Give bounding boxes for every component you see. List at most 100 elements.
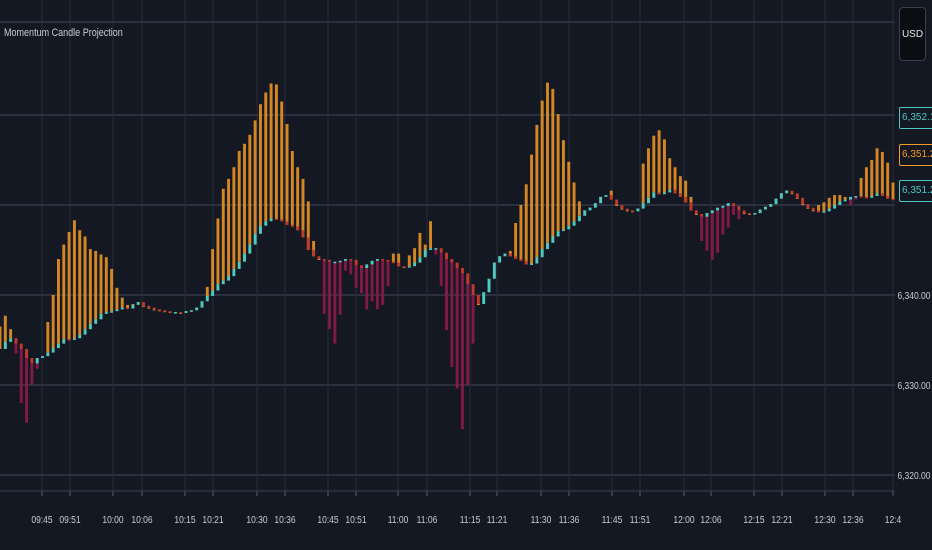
momentum-bar — [258, 104, 262, 226]
y-tick-label: 6,320.00 — [897, 470, 930, 481]
price-candle — [243, 253, 246, 262]
momentum-bar — [243, 143, 246, 254]
momentum-bar — [104, 257, 108, 313]
momentum-bar — [838, 195, 842, 202]
momentum-bar — [370, 260, 374, 302]
momentum-bar — [535, 124, 539, 258]
momentum-bar — [88, 249, 92, 324]
momentum-bar — [205, 286, 209, 296]
price-candle — [62, 339, 66, 344]
price-candle — [158, 309, 161, 311]
price-candle — [732, 203, 735, 206]
momentum-bar — [822, 202, 826, 212]
momentum-bar — [530, 154, 534, 264]
momentum-bar — [476, 304, 480, 305]
x-tick-label: 11:45 — [602, 514, 623, 525]
momentum-bar — [546, 82, 549, 243]
price-candle — [721, 205, 725, 208]
price-candle — [280, 219, 284, 222]
x-tick-label: 10:36 — [274, 514, 295, 525]
price-candle — [221, 280, 225, 285]
momentum-bar — [99, 254, 103, 314]
momentum-bar — [615, 205, 619, 206]
price-candle — [418, 257, 422, 263]
momentum-bar — [375, 259, 379, 310]
momentum-bar — [9, 329, 13, 339]
momentum-bar — [434, 248, 438, 255]
momentum-bar — [322, 259, 326, 314]
price-candle — [854, 196, 858, 198]
price-candle — [662, 192, 666, 195]
price-candle — [673, 189, 677, 194]
x-tick-label: 12:4 — [885, 514, 902, 525]
momentum-bar — [668, 158, 672, 190]
momentum-bar — [359, 268, 363, 294]
price-candle — [312, 250, 316, 257]
momentum-bar — [466, 284, 470, 385]
momentum-bar — [716, 207, 720, 253]
price-candle — [763, 206, 767, 210]
price-candle — [88, 323, 92, 330]
price-candle — [19, 343, 23, 349]
price-candle — [46, 352, 50, 357]
price-candle — [737, 205, 741, 211]
price-candle — [668, 189, 672, 193]
momentum-bar — [397, 253, 401, 267]
momentum-bar — [237, 151, 241, 262]
price-candle — [402, 266, 406, 268]
momentum-bar — [519, 205, 523, 261]
indicator-title: Momentum Candle Projection — [4, 27, 123, 39]
price-candle — [365, 264, 369, 268]
price-candle — [179, 312, 183, 314]
price-candle — [689, 202, 693, 211]
price-candle — [726, 203, 730, 206]
momentum-bar — [742, 213, 746, 215]
momentum-bar — [514, 223, 518, 259]
price-candle — [774, 198, 778, 205]
price-candle — [173, 312, 177, 314]
currency-button[interactable]: USD — [899, 7, 926, 61]
x-tick-label: 12:06 — [700, 514, 721, 525]
x-tick-label: 10:06 — [131, 514, 152, 525]
momentum-bar — [700, 216, 704, 241]
momentum-bar — [737, 210, 741, 220]
momentum-bar — [110, 268, 114, 312]
x-tick-label: 11:06 — [417, 514, 438, 525]
price-candle — [817, 210, 821, 213]
price-candle — [434, 248, 438, 250]
momentum-bar — [790, 193, 794, 195]
x-tick-label: 10:21 — [202, 514, 223, 525]
momentum-bar — [694, 214, 698, 215]
momentum-bar — [57, 259, 60, 344]
price-candle — [615, 199, 619, 205]
momentum-bar — [264, 92, 268, 222]
momentum-bar — [726, 203, 730, 228]
momentum-bar — [67, 232, 71, 340]
price-candle — [827, 208, 831, 212]
price-candle — [864, 196, 868, 199]
price-candle — [833, 205, 836, 209]
price-candle — [801, 197, 805, 205]
momentum-bar — [338, 260, 342, 315]
momentum-bar — [72, 220, 76, 339]
grid-lines — [0, 0, 895, 492]
momentum-bar — [211, 249, 215, 291]
momentum-bar — [556, 114, 560, 232]
price-candle — [583, 210, 587, 216]
price-candle — [359, 265, 363, 268]
x-tick-label: 10:45 — [317, 514, 338, 525]
momentum-bar — [25, 358, 29, 423]
price-candle — [232, 268, 236, 277]
price-candle — [338, 260, 342, 263]
price-candle — [647, 197, 650, 204]
momentum-bar — [886, 162, 890, 199]
momentum-bar — [280, 101, 284, 222]
price-candle — [546, 242, 549, 250]
momentum-bar — [14, 343, 18, 354]
price-candle — [72, 338, 76, 340]
price-candle — [466, 273, 470, 285]
price-candle — [344, 259, 347, 261]
momentum-bar — [147, 307, 151, 309]
price-candle — [248, 244, 252, 254]
